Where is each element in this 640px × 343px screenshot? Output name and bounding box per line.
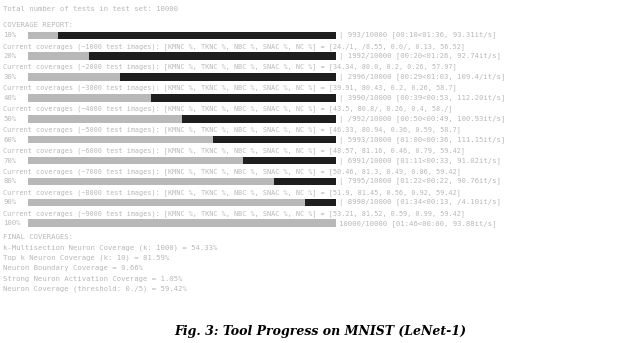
Bar [28,136,212,143]
Text: 10%: 10% [3,32,17,38]
Bar [28,178,336,185]
Text: | 993/10000 [00:10<01:36, 93.31it/s]: | 993/10000 [00:10<01:36, 93.31it/s] [339,32,496,39]
Text: Neuron Boundary Coverage = 0.66%: Neuron Boundary Coverage = 0.66% [3,265,143,271]
Bar [28,199,305,206]
Text: | 8998/10000 [01:34<00:13, /4.10it/s]: | 8998/10000 [01:34<00:13, /4.10it/s] [339,199,500,206]
Text: 90%: 90% [3,199,17,205]
Text: Current coverages (~8000 test images): [KMNC %, TKNC %, NBC %, SNAC %, NC %] = [: Current coverages (~8000 test images): [… [3,189,461,196]
Bar [28,73,336,81]
Text: 60%: 60% [3,137,17,143]
Text: 40%: 40% [3,95,17,101]
Text: Current coverages (~6000 test images): [KMNC %, TKNC %, NBC %, SNAC %, NC %] = [: Current coverages (~6000 test images): [… [3,147,465,154]
Text: k-Multisection Neuron Coverage (k: 1000) = 54.33%: k-Multisection Neuron Coverage (k: 1000)… [3,244,218,251]
Bar [28,32,58,39]
Text: 100%: 100% [3,220,20,226]
Text: 30%: 30% [3,74,17,80]
Bar [28,73,120,81]
Text: Current coverages (~4000 test images): [KMNC %, TKNC %, NBC %, SNAC %, NC %] = [: Current coverages (~4000 test images): [… [3,105,453,112]
Text: Current coverages (~2000 test images): [KMNC %, TKNC %, NBC %, SNAC %, NC %] = [: Current coverages (~2000 test images): [… [3,64,457,70]
Bar [28,157,243,164]
Bar [28,178,275,185]
Bar [28,94,336,102]
Bar [28,157,336,164]
Bar [28,136,336,143]
Text: Neuron Coverage (threshold: 0./5) = 59.42%: Neuron Coverage (threshold: 0./5) = 59.4… [3,286,187,293]
Text: 80%: 80% [3,178,17,185]
Bar [28,199,336,206]
Text: | 7995/10000 [01:22<00:22, 90.76it/s]: | 7995/10000 [01:22<00:22, 90.76it/s] [339,178,500,186]
Bar [28,115,336,122]
Text: 20%: 20% [3,53,17,59]
Text: FINAL COVERAGES:: FINAL COVERAGES: [3,234,73,240]
Text: | 3990/10000 [00:39<00:53, 112.20it/s]: | 3990/10000 [00:39<00:53, 112.20it/s] [339,95,505,102]
Bar [28,52,89,60]
Text: Total number of tests in test set: 10000: Total number of tests in test set: 10000 [3,6,178,12]
Text: Fig. 3: Tool Progress on MNIST (LeNet-1): Fig. 3: Tool Progress on MNIST (LeNet-1) [174,326,466,339]
Text: | 2996/10000 [00:29<01:03, 109.4/it/s]: | 2996/10000 [00:29<01:03, 109.4/it/s] [339,74,505,81]
Bar [28,52,336,60]
Bar [28,115,182,122]
Bar [28,220,336,227]
Bar [28,220,336,227]
Text: | /992/10000 [00:50<00:49, 100.93it/s]: | /992/10000 [00:50<00:49, 100.93it/s] [339,116,505,123]
Text: | 6991/10000 [01:11<00:33, 91.02it/s]: | 6991/10000 [01:11<00:33, 91.02it/s] [339,157,500,165]
Text: Current coverages (~3000 test images): [KMNC %, TKNC %, NBC %, SNAC %, NC %] = [: Current coverages (~3000 test images): [… [3,84,457,91]
Text: Current coverages (~1000 test images): [KMNC %, TKNC %, NBC %, SNAC %, NC %] = [: Current coverages (~1000 test images): [… [3,43,465,49]
Text: COVERAGE REPORT:: COVERAGE REPORT: [3,22,73,28]
Text: 70%: 70% [3,157,17,164]
Text: Top k Neuron Coverage (k: 10) = 81.59%: Top k Neuron Coverage (k: 10) = 81.59% [3,255,170,261]
Text: Current coverages (~7000 test images): [KMNC %, TKNC %, NBC %, SNAC %, NC %] = [: Current coverages (~7000 test images): [… [3,168,461,175]
Text: | 5993/10000 [01:00<00:36, 111.15it/s]: | 5993/10000 [01:00<00:36, 111.15it/s] [339,137,505,144]
Bar [28,94,151,102]
Text: | 1992/10000 [00:20<01:26, 92.74it/s]: | 1992/10000 [00:20<01:26, 92.74it/s] [339,53,500,60]
Text: Current coverages (~5000 test images): [KMNC %, TKNC %, NBC %, SNAC %, NC %] = [: Current coverages (~5000 test images): [… [3,126,461,133]
Text: 10000/10000 [01:46<00:00, 93.88it/s]: 10000/10000 [01:46<00:00, 93.88it/s] [339,220,496,227]
Text: Current coverages (~9000 test images): [KMNC %, TKNC %, NBC %, SNAC %, NC %] = [: Current coverages (~9000 test images): [… [3,210,465,216]
Text: 50%: 50% [3,116,17,122]
Text: Strong Neuron Activation Coverage = 1.05%: Strong Neuron Activation Coverage = 1.05… [3,275,182,282]
Bar [28,32,336,39]
